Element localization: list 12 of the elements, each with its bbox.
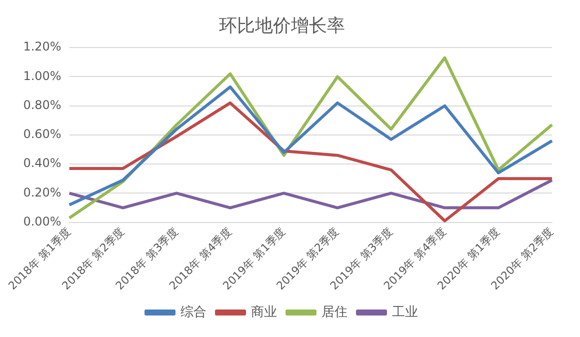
y-tick-label: 1.20% (23, 40, 62, 54)
y-tick-label: 0.60% (23, 127, 62, 142)
legend-label: 工业 (392, 304, 418, 320)
y-tick-label: 0.80% (23, 98, 62, 112)
legend-label: 商业 (251, 304, 277, 320)
y-tick-label: 0.40% (23, 156, 62, 170)
chart-title: 环比地价增长率 (219, 15, 345, 36)
y-tick-label: 0.20% (23, 185, 62, 200)
legend-label: 综合 (180, 304, 206, 320)
legend-label: 居住 (322, 304, 348, 320)
y-tick-label: 1.00% (23, 68, 62, 83)
y-tick-label: 0.00% (23, 214, 62, 228)
